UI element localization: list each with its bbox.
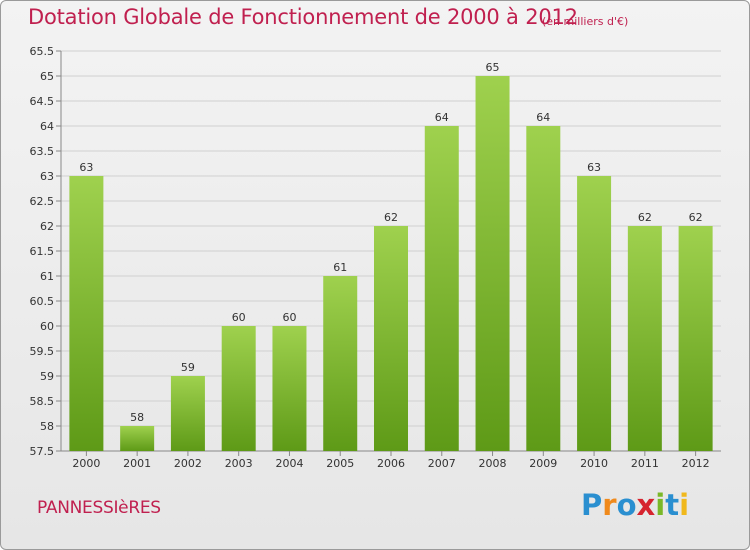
x-tick-label: 2007 <box>428 457 456 470</box>
y-tick-label: 58 <box>40 420 54 433</box>
y-tick-label: 59.5 <box>30 345 55 358</box>
bar-2001 <box>120 426 155 451</box>
x-tick-label: 2002 <box>174 457 202 470</box>
logo-letter: r <box>602 488 617 522</box>
logo-letter: i <box>679 488 690 522</box>
x-tick-label: 2003 <box>225 457 253 470</box>
y-tick-label: 59 <box>40 370 54 383</box>
logo-letter: i <box>655 488 666 522</box>
logo-letter: o <box>616 488 637 522</box>
bar-2000 <box>69 176 104 451</box>
y-tick-label: 61.5 <box>30 245 55 258</box>
y-tick-label: 65 <box>40 70 54 83</box>
bar-2008 <box>475 76 510 451</box>
y-tick-label: 63 <box>40 170 54 183</box>
bar-2004 <box>272 326 307 451</box>
x-tick-label: 2001 <box>123 457 151 470</box>
y-tick-label: 63.5 <box>30 145 55 158</box>
bar-value-label: 60 <box>232 311 246 324</box>
bar-2005 <box>323 276 358 451</box>
logo-letter: P <box>581 488 603 522</box>
unit-note: (en milliers d'€) <box>542 15 629 28</box>
y-tick-label: 60 <box>40 320 54 333</box>
y-tick-label: 62.5 <box>30 195 55 208</box>
bar-value-label: 65 <box>486 61 500 74</box>
x-tick-label: 2009 <box>529 457 557 470</box>
bar-value-label: 63 <box>587 161 601 174</box>
bar-2010 <box>577 176 612 451</box>
x-tick-label: 2010 <box>580 457 608 470</box>
labels: 57.5 58 58.5 59 59.5 60 60.5 61 61.5 62 62.5 63 63.5… <box>30 45 710 470</box>
bar-2011 <box>627 226 662 451</box>
y-tick-label: 61 <box>40 270 54 283</box>
x-tick-label: 2008 <box>479 457 507 470</box>
y-tick-label: 64 <box>40 120 54 133</box>
x-tick-label: 2012 <box>682 457 710 470</box>
bar-value-label: 62 <box>689 211 703 224</box>
bar-value-label: 59 <box>181 361 195 374</box>
proxiti-logo[interactable]: Proxiti <box>581 488 689 522</box>
bar-value-label: 62 <box>638 211 652 224</box>
bar-value-label: 62 <box>384 211 398 224</box>
bar-value-label: 63 <box>79 161 93 174</box>
bar-2012 <box>678 226 713 451</box>
bar-2009 <box>526 126 561 451</box>
bar-2006 <box>374 226 408 451</box>
bars <box>69 76 713 451</box>
chart-title: Dotation Globale de Fonctionnement de 20… <box>28 5 578 29</box>
bar-2007 <box>424 126 459 451</box>
y-tick-label: 58.5 <box>30 395 55 408</box>
bar-value-label: 64 <box>536 111 550 124</box>
x-tick-label: 2006 <box>377 457 405 470</box>
bar-2002 <box>170 376 205 451</box>
bar-value-label: 60 <box>282 311 296 324</box>
x-tick-label: 2005 <box>326 457 354 470</box>
y-tick-label: 64.5 <box>30 95 55 108</box>
bar-value-label: 61 <box>333 261 347 274</box>
y-tick-label: 60.5 <box>30 295 55 308</box>
logo-letter: x <box>636 488 656 522</box>
commune-name: PANNESSIèRES <box>37 498 161 518</box>
bar-value-label: 58 <box>130 411 144 424</box>
y-tick-label: 62 <box>40 220 54 233</box>
y-tick-label: 65.5 <box>30 45 55 58</box>
bar-value-label: 64 <box>435 111 449 124</box>
x-tick-label: 2004 <box>275 457 303 470</box>
bar-2003 <box>221 326 256 451</box>
y-tick-label: 57.5 <box>30 445 55 458</box>
logo-letter: t <box>665 488 680 522</box>
x-tick-label: 2000 <box>72 457 100 470</box>
x-tick-label: 2011 <box>631 457 659 470</box>
